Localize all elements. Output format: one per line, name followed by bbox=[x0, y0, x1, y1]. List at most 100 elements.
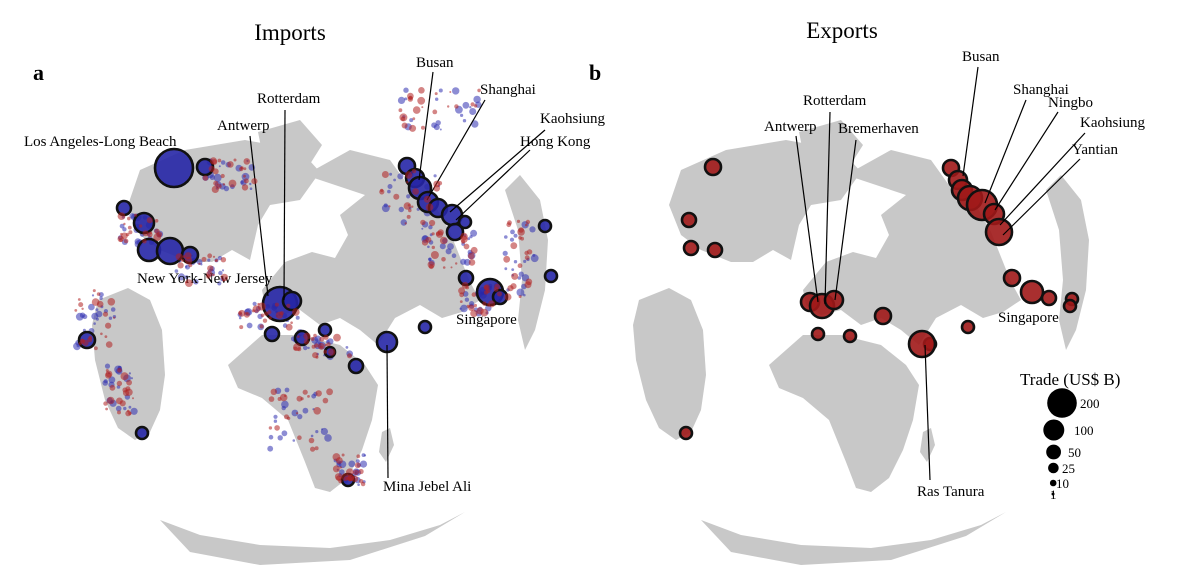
port-circle-major bbox=[678, 425, 694, 441]
port-dot bbox=[470, 102, 475, 107]
port-dot bbox=[315, 390, 322, 397]
port-dot bbox=[123, 222, 126, 226]
port-label-antwerp: Antwerp bbox=[764, 119, 817, 135]
port-dot bbox=[102, 311, 109, 317]
legend-label: 200 bbox=[1080, 396, 1100, 411]
port-dot bbox=[356, 454, 361, 459]
port-dot bbox=[428, 264, 434, 270]
port-dot bbox=[460, 235, 468, 243]
port-dot bbox=[336, 475, 342, 481]
port-dot bbox=[153, 233, 162, 242]
port-dot bbox=[431, 232, 435, 236]
port-dot bbox=[127, 216, 131, 221]
port-dot bbox=[319, 336, 325, 342]
port-dot bbox=[185, 265, 188, 268]
port-dot bbox=[95, 308, 99, 312]
callout-line bbox=[984, 99, 1027, 204]
port-dot bbox=[281, 430, 288, 437]
port-dot bbox=[238, 311, 243, 315]
port-circle-major bbox=[842, 328, 858, 344]
port-dot bbox=[243, 174, 246, 178]
port-dot bbox=[246, 322, 253, 329]
port-dot bbox=[431, 245, 435, 250]
callout-line bbox=[449, 129, 546, 213]
port-dot bbox=[303, 332, 311, 340]
port-dot bbox=[129, 213, 135, 219]
port-dot bbox=[105, 341, 113, 348]
port-dot bbox=[99, 296, 103, 300]
port-dot bbox=[439, 243, 446, 250]
callout-line bbox=[994, 111, 1059, 211]
port-dot bbox=[103, 401, 108, 406]
port-dot bbox=[466, 304, 470, 308]
port-dot bbox=[87, 337, 93, 343]
port-dot bbox=[275, 311, 283, 319]
port-dot bbox=[439, 236, 448, 245]
port-dot bbox=[212, 255, 216, 258]
port-dot bbox=[133, 213, 138, 217]
port-dot bbox=[81, 307, 84, 310]
port-dot bbox=[217, 158, 222, 163]
port-dot bbox=[469, 108, 477, 115]
port-dot bbox=[513, 260, 518, 264]
port-dot bbox=[184, 252, 192, 260]
port-dot bbox=[389, 172, 393, 176]
port-dot bbox=[351, 475, 359, 483]
port-dot bbox=[470, 246, 478, 254]
port-dot bbox=[518, 236, 522, 240]
port-dot bbox=[201, 256, 207, 262]
port-dot bbox=[404, 222, 407, 225]
port-dot bbox=[302, 407, 309, 414]
port-dot bbox=[296, 395, 303, 402]
port-dot bbox=[452, 87, 460, 95]
port-dot bbox=[122, 227, 127, 232]
port-dot bbox=[345, 346, 349, 349]
port-dot bbox=[412, 106, 421, 114]
port-dot bbox=[302, 389, 308, 395]
port-dot bbox=[437, 181, 443, 186]
callout-line bbox=[795, 135, 819, 303]
port-dot bbox=[460, 258, 467, 265]
port-circle-major bbox=[543, 268, 559, 284]
port-dot bbox=[174, 269, 179, 273]
port-dot bbox=[128, 405, 132, 409]
legend-circle bbox=[1049, 479, 1057, 487]
port-circle-major bbox=[984, 217, 1014, 247]
port-dot bbox=[420, 219, 426, 226]
port-dot bbox=[507, 285, 514, 292]
port-dot bbox=[243, 167, 247, 171]
port-dot bbox=[202, 175, 209, 181]
port-dot bbox=[341, 473, 350, 481]
port-label-shanghai: Shanghai bbox=[1013, 82, 1069, 98]
port-label-yantian: Yantian bbox=[1072, 142, 1118, 158]
port-dot bbox=[268, 316, 272, 320]
port-dot bbox=[188, 263, 193, 268]
port-dot bbox=[507, 220, 512, 226]
port-dot bbox=[459, 300, 463, 303]
port-dot bbox=[470, 229, 478, 237]
port-circle-major bbox=[1062, 298, 1078, 314]
port-dot bbox=[180, 258, 185, 262]
port-dot bbox=[461, 281, 469, 289]
port-dot bbox=[149, 231, 153, 235]
port-dot bbox=[297, 435, 302, 441]
port-dot bbox=[106, 396, 115, 405]
port-circle-major bbox=[823, 289, 845, 311]
port-dot bbox=[273, 414, 278, 419]
port-dot bbox=[451, 253, 457, 258]
port-dot bbox=[117, 410, 121, 415]
port-dot bbox=[511, 272, 519, 280]
callout-line bbox=[824, 111, 831, 305]
port-dot bbox=[308, 437, 315, 444]
port-dot bbox=[434, 92, 438, 96]
callout-line bbox=[455, 149, 531, 221]
port-dot bbox=[432, 109, 438, 115]
port-dot bbox=[442, 266, 446, 269]
port-label-shanghai: Shanghai bbox=[480, 82, 536, 98]
port-dot bbox=[504, 293, 512, 301]
port-dot bbox=[462, 119, 467, 123]
port-dot bbox=[284, 394, 287, 398]
port-dot bbox=[518, 295, 522, 299]
port-label-kaohsiung: Kaohsiung bbox=[540, 111, 605, 127]
